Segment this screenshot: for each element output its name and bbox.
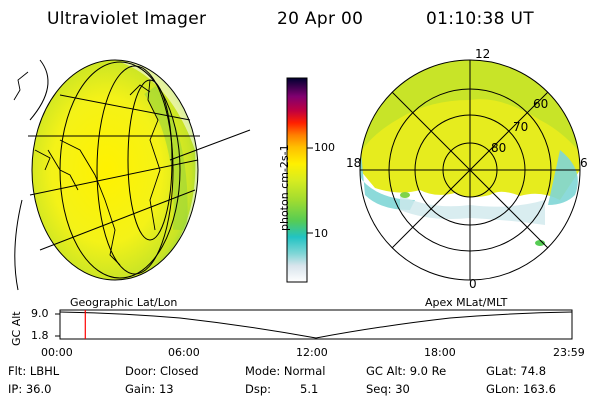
left-panel-label: Geographic Lat/Lon xyxy=(70,296,178,309)
colorbar-unit-label: photon cm-2s-1 xyxy=(278,144,291,231)
mlat-label-70: 70 xyxy=(513,120,529,134)
time-label: 01:10:38 UT xyxy=(426,9,534,29)
colorbar xyxy=(286,77,313,283)
date-label: 20 Apr 00 xyxy=(277,9,364,29)
polar-image xyxy=(359,59,581,281)
timeline-ytick-1-8: 1.8 xyxy=(31,329,49,342)
mlt-label-18: 18 xyxy=(346,156,362,170)
mlt-label-6: 6 xyxy=(580,156,588,170)
dsp-value: 5.1 xyxy=(300,382,319,396)
filter-readout: Flt: LBHL xyxy=(8,364,60,378)
glat-readout: GLat: 74.8 xyxy=(486,364,547,378)
gc-alt-readout: GC Alt: 9.0 Re xyxy=(366,364,447,378)
timeline-ytick-9: 9.0 xyxy=(31,307,49,320)
timeline-ylabel: GC Alt xyxy=(10,311,23,346)
mlt-label-12: 12 xyxy=(475,47,491,61)
door-readout: Door: Closed xyxy=(125,364,199,378)
glon-readout: GLon: 163.6 xyxy=(486,382,556,396)
timeline-xtick-0600: 06:00 xyxy=(168,346,200,359)
right-panel-label: Apex MLat/MLT xyxy=(425,296,508,309)
timeline-xtick-1800: 18:00 xyxy=(424,346,456,359)
timeline-xtick-2359: 23:59 xyxy=(553,346,585,359)
mlat-label-60: 60 xyxy=(533,97,549,111)
ip-readout: IP: 36.0 xyxy=(8,382,52,396)
mode-readout: Mode: Normal xyxy=(245,364,326,378)
dsp-label: Dsp: xyxy=(245,382,272,396)
gain-readout: Gain: 13 xyxy=(125,382,174,396)
instrument-title: Ultraviolet Imager xyxy=(47,9,207,29)
colorbar-tick-10: 10 xyxy=(314,227,328,240)
colorbar-tick-100: 100 xyxy=(314,141,335,154)
seq-readout: Seq: 30 xyxy=(366,382,410,396)
timeline-xtick-0000: 00:00 xyxy=(41,346,73,359)
timeline-xtick-1200: 12:00 xyxy=(296,346,328,359)
geographic-image xyxy=(13,59,251,291)
mlt-label-0: 0 xyxy=(469,277,477,291)
altitude-timeline xyxy=(55,309,573,340)
mlat-label-80: 80 xyxy=(491,141,507,155)
